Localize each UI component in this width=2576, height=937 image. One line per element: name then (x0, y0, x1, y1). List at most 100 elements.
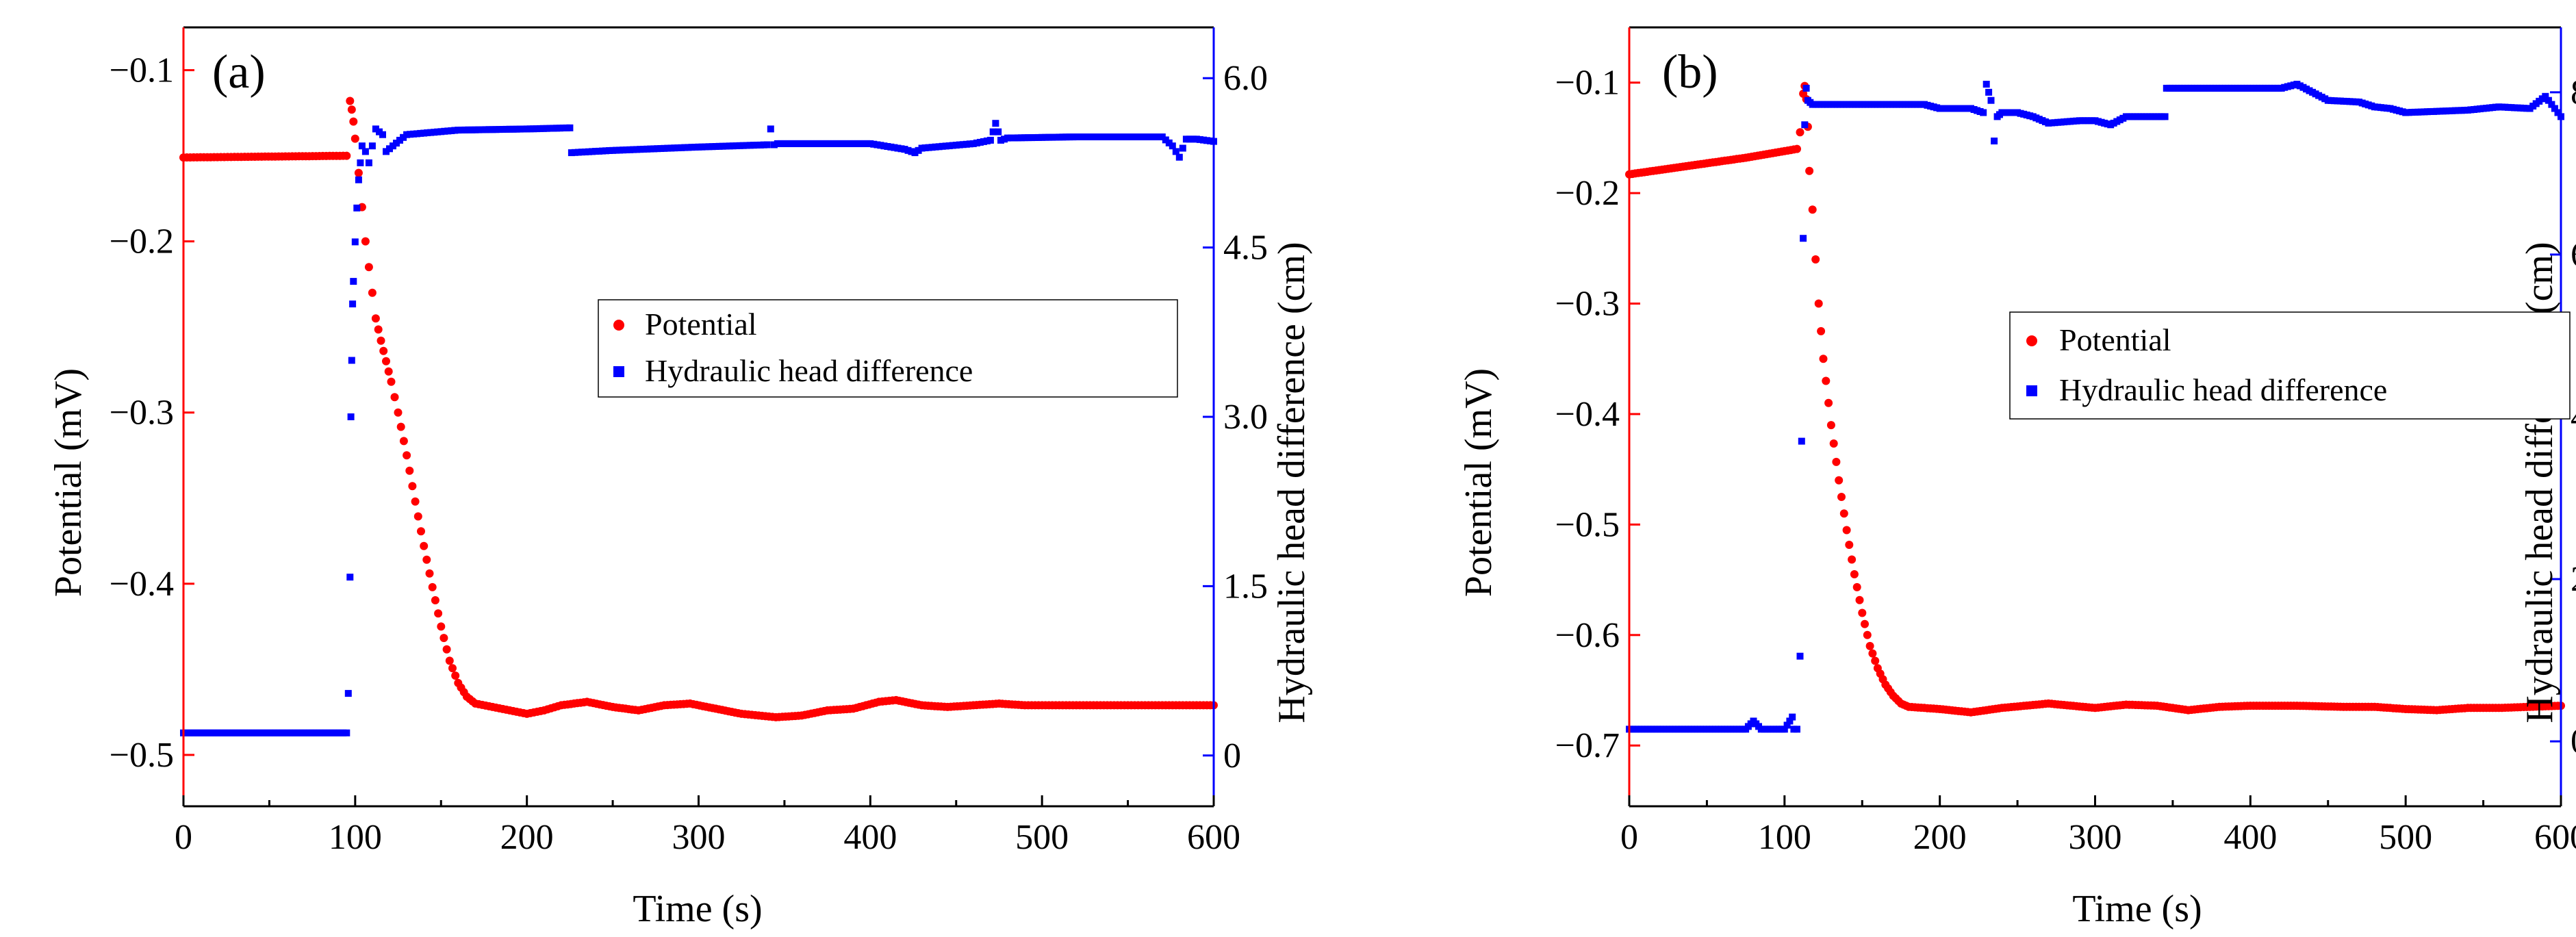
potential-point-a (403, 451, 411, 460)
potential-point-a (417, 527, 425, 536)
head-point-a (826, 140, 833, 147)
potential-point-b (1829, 439, 1838, 448)
head-point-a (344, 690, 352, 697)
legend-label-potential-b: Potential (2059, 322, 2171, 357)
head-point-a (602, 147, 609, 155)
left-y-tick-label-a: −0.2 (110, 222, 174, 261)
potential-point-a (434, 609, 443, 618)
head-point-a (702, 143, 709, 151)
potential-point-a (413, 512, 422, 521)
potential-point-a (390, 393, 399, 402)
head-point-a (346, 574, 354, 581)
head-point-a (379, 131, 386, 138)
left-y-tick-label-a: −0.1 (110, 51, 174, 90)
potential-point-a (350, 134, 359, 143)
potential-point-a (349, 117, 358, 126)
head-point-a (499, 126, 507, 133)
right-y-tick-label-a: 1.5 (1223, 567, 1268, 606)
left-y-tick-label-b: −0.4 (1555, 395, 1620, 434)
left-y-tick-label-b: −0.6 (1555, 616, 1620, 655)
head-point-a (365, 159, 372, 166)
head-series-a (180, 120, 1217, 736)
x-tick-label-b: 600 (2534, 818, 2576, 857)
head-point-b (2554, 109, 2562, 116)
legend-marker-potential-b (2026, 335, 2037, 346)
x-tick-label-a: 600 (1187, 818, 1240, 857)
head-point-a (1052, 133, 1060, 141)
head-point-a (348, 357, 355, 364)
potential-point-a (377, 336, 385, 345)
potential-point-b (1796, 128, 1805, 137)
head-point-a (1134, 133, 1142, 140)
head-point-a (969, 140, 977, 147)
potential-point-a (374, 325, 383, 334)
x-tick-label-a: 300 (672, 818, 726, 857)
head-point-a (992, 120, 999, 127)
potential-point-b (1817, 326, 1826, 335)
potential-point-a (411, 497, 420, 506)
head-point-a (248, 729, 256, 736)
potential-point-b (1850, 570, 1859, 578)
head-point-b (1798, 437, 1805, 445)
head-point-a (1155, 133, 1162, 140)
x-tick-label-b: 0 (1620, 818, 1638, 857)
legend-marker-head-b (2026, 385, 2037, 396)
head-point-b (2548, 101, 2555, 108)
potential-point-b (1861, 619, 1869, 628)
head-point-a (1172, 148, 1179, 155)
potential-point-a (379, 346, 388, 355)
left-y-tick-label-b: −0.1 (1555, 64, 1620, 103)
potential-point-b (1808, 205, 1817, 214)
x-tick-label-b: 200 (1913, 818, 1967, 857)
potential-point-b (1805, 166, 1814, 175)
legend-marker-head-a (613, 366, 624, 377)
head-point-a (228, 729, 235, 736)
potential-point-a (408, 482, 417, 491)
head-point-a (211, 729, 218, 736)
head-series-b (1626, 81, 2564, 733)
potential-point-b (1845, 541, 1854, 549)
potential-point-a (347, 105, 356, 114)
x-ticks-b: 0 100 200 300 400 500 600 (1620, 795, 2576, 857)
head-point-b (1789, 713, 1796, 721)
head-point-b (2161, 113, 2169, 120)
potential-point-a (394, 408, 403, 417)
potential-series-a (179, 97, 1218, 721)
potential-point-b (1858, 608, 1867, 617)
x-tick-label-a: 400 (843, 818, 897, 857)
potential-point-b (1835, 476, 1844, 485)
head-point-b (1982, 81, 1990, 88)
right-y-tick-label-b: 2 (2571, 560, 2576, 599)
x-axis-label-b: Time (s) (2072, 888, 2202, 930)
head-point-a (1093, 133, 1101, 140)
right-y-tick-label-a: 3.0 (1223, 398, 1268, 437)
head-point-a (434, 128, 442, 136)
legend-a: Potential Hydraulic head difference (598, 299, 1178, 398)
potential-point-b (1824, 398, 1833, 407)
potential-point-a (431, 596, 439, 604)
head-point-a (343, 729, 350, 736)
potential-point-a (382, 357, 390, 365)
right-y-tick-label-a: 4.5 (1223, 229, 1268, 268)
head-point-a (743, 142, 750, 149)
potential-point-a (420, 541, 429, 550)
x-ticks-a: 0 100 200 300 400 500 600 (175, 795, 1240, 857)
head-point-a (372, 125, 379, 133)
potential-point-b (1868, 649, 1877, 658)
x-tick-label-a: 500 (1015, 818, 1069, 857)
head-point-b (2545, 97, 2552, 104)
head-point-a (640, 146, 648, 153)
legend-box-a (598, 299, 1178, 398)
panel-a: 0 100 200 300 400 500 600 −0.1 −0.2 −0.3 −0.4 −0.5… (47, 26, 1313, 930)
potential-point-a (399, 437, 408, 446)
head-point-b (1794, 726, 1800, 733)
right-y-tick-label-b: 8 (2571, 73, 2576, 112)
left-y-ticks-b: −0.1 −0.2 −0.3 −0.4 −0.5 −0.6 −0.7 (1555, 64, 1640, 765)
x-tick-label-a: 0 (175, 818, 192, 857)
head-point-b (2542, 92, 2549, 100)
head-point-a (1196, 136, 1203, 143)
potential-series-b (1625, 81, 2565, 717)
potential-point-a (437, 622, 446, 631)
left-y-axis-label-a: Potential (mV) (47, 368, 90, 597)
